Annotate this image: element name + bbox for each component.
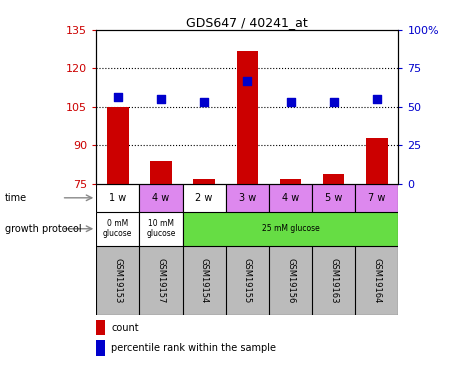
Bar [96,340,105,356]
Bar [366,138,387,184]
Text: 4 w: 4 w [282,193,299,203]
Text: GSM19157: GSM19157 [157,258,165,303]
Text: GSM19155: GSM19155 [243,258,252,303]
Bar [96,184,139,212]
Bar [269,184,312,212]
Text: 7 w: 7 w [368,193,386,203]
Bar [355,184,398,212]
Title: GDS647 / 40241_at: GDS647 / 40241_at [186,16,308,29]
Bar [183,184,226,212]
Text: 10 mM
glucose: 10 mM glucose [146,219,175,239]
Text: 3 w: 3 w [239,193,256,203]
Bar [183,212,398,246]
Text: GSM19164: GSM19164 [372,258,382,303]
Bar [96,320,105,335]
Bar [139,184,183,212]
Bar [96,212,139,246]
Bar [236,51,258,184]
Bar [150,161,172,184]
Text: count: count [111,322,139,333]
Text: 25 mM glucose: 25 mM glucose [262,224,319,233]
Text: time: time [5,193,27,203]
Text: 0 mM
glucose: 0 mM glucose [103,219,132,239]
Text: 5 w: 5 w [325,193,343,203]
Bar [107,107,129,184]
Bar [193,178,215,184]
Bar [280,178,301,184]
Point [373,96,381,102]
Point [330,99,338,105]
Text: GSM19156: GSM19156 [286,258,295,303]
Text: GSM19163: GSM19163 [329,258,338,303]
Text: GSM19154: GSM19154 [200,258,209,303]
Text: 1 w: 1 w [109,193,126,203]
Bar [312,184,355,212]
Point [287,99,294,105]
Text: percentile rank within the sample: percentile rank within the sample [111,343,276,353]
Text: 4 w: 4 w [153,193,169,203]
Point [157,96,164,102]
Point [114,94,121,100]
Bar [139,212,183,246]
Text: 2 w: 2 w [196,193,213,203]
Text: GSM19153: GSM19153 [113,258,122,303]
Bar [226,184,269,212]
Bar [323,174,344,184]
Point [244,78,251,84]
Point [201,99,208,105]
Text: growth protocol: growth protocol [5,224,81,234]
